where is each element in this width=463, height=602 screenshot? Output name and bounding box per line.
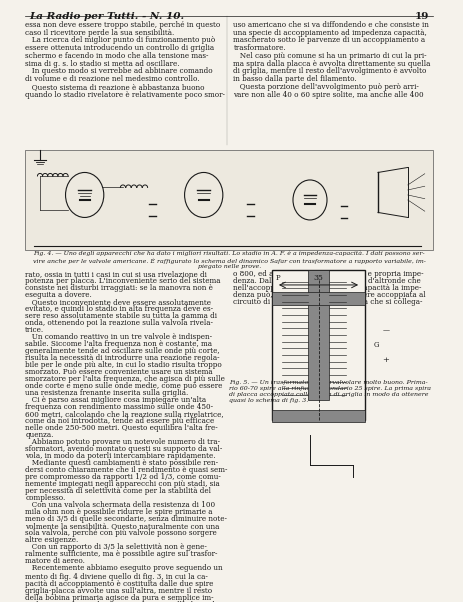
Text: o 800, ed allora costituisce una vera e propria impe-: o 800, ed allora costituisce una vera e … xyxy=(233,270,423,278)
Bar xyxy=(25,150,432,250)
Text: trasformatore.: trasformatore. xyxy=(233,44,286,52)
Text: Recentemente abbiamo eseguito prove seguendo un: Recentemente abbiamo eseguito prove segu… xyxy=(25,564,222,572)
Text: +: + xyxy=(382,356,388,364)
Text: circuito di griglia. In tal modo risulta che si collega-: circuito di griglia. In tal modo risulta… xyxy=(233,298,422,306)
Text: Questa porzione dell'avvolgimento può però arri-: Questa porzione dell'avvolgimento può pe… xyxy=(233,83,419,91)
Text: dersi conto chiaramente che il rendimento è quasi sem-: dersi conto chiaramente che il rendiment… xyxy=(25,466,227,474)
Bar xyxy=(307,270,328,400)
Text: di volume e di reazione nel medesimo controllo.: di volume e di reazione nel medesimo con… xyxy=(25,75,199,83)
Text: una resistenza frenante inserita sulla griglia.: una resistenza frenante inserita sulla g… xyxy=(25,389,188,397)
Text: di placca accoppiata colla prima di griglia in modo da ottenere: di placca accoppiata colla prima di grig… xyxy=(229,392,428,397)
Text: generalmente tende ad oscillare sulle onde più corte,: generalmente tende ad oscillare sulle on… xyxy=(25,347,219,355)
Text: griglia-placca avvolte una sull'altra, mentre il resto: griglia-placca avvolte una sull'altra, m… xyxy=(25,588,212,595)
Text: trice.: trice. xyxy=(25,326,44,334)
Text: sformatori, avendo montato questi su supporto da val-: sformatori, avendo montato questi su sup… xyxy=(25,445,222,453)
Text: essa non deve essere troppo stabile, perché in questo: essa non deve essere troppo stabile, per… xyxy=(25,21,220,29)
Text: piegato nelle prove.: piegato nelle prove. xyxy=(197,264,260,269)
Text: bile per le onde più alte, in cui lo stadio risulta troppo: bile per le onde più alte, in cui lo sta… xyxy=(25,361,221,369)
Text: smorzato. Può essere conveniente usare un sistema: smorzato. Può essere conveniente usare u… xyxy=(25,368,213,376)
Text: onda, ottenendo poi la reazione sulla valvola rivela-: onda, ottenendo poi la reazione sulla va… xyxy=(25,319,213,327)
Text: G: G xyxy=(373,341,378,349)
Text: uso americano che si va diffondendo e che consiste in: uso americano che si va diffondendo e ch… xyxy=(233,21,428,29)
Text: di griglia, mentre il resto dell'avvolgimento è avvolto: di griglia, mentre il resto dell'avvolgi… xyxy=(233,67,426,75)
Text: risulta la necessità di introdurre una reazione regola-: risulta la necessità di introdurre una r… xyxy=(25,354,219,362)
Text: 19: 19 xyxy=(414,13,428,22)
Text: sola valvola, perché con più valvole possono sorgere: sola valvola, perché con più valvole pos… xyxy=(25,529,216,537)
Text: potenza per placca. L'inconveniente serio del sistema: potenza per placca. L'inconveniente seri… xyxy=(25,277,220,285)
Bar xyxy=(271,410,364,423)
Text: P: P xyxy=(275,275,280,282)
Text: eseguita a dovere.: eseguita a dovere. xyxy=(25,291,92,299)
Text: altre esigenze.: altre esigenze. xyxy=(25,536,78,544)
Text: sabile. Siccome l'alta frequenza non è costante, ma: sabile. Siccome l'alta frequenza non è c… xyxy=(25,340,212,348)
Text: smorzatore per l'alta frequenza, che agisca di più sulle: smorzatore per l'alta frequenza, che agi… xyxy=(25,375,225,383)
Text: ma spira dalla placca è avvolta direttamente su quella: ma spira dalla placca è avvolta direttam… xyxy=(233,60,430,68)
Text: In questo modo si verrebbe ad abbinare comando: In questo modo si verrebbe ad abbinare c… xyxy=(25,67,213,75)
Text: nelle onde 250-500 metri. Questo equilibra l'alta fre-: nelle onde 250-500 metri. Questo equilib… xyxy=(25,424,218,432)
Text: schermo e facendo in modo che alla tensione mas-: schermo e facendo in modo che alla tensi… xyxy=(25,52,208,60)
Text: in basso dalla parte del filamento.: in basso dalla parte del filamento. xyxy=(233,75,357,83)
Text: una specie di accoppiamento ad impedenza capacità,: una specie di accoppiamento ad impedenza… xyxy=(233,29,426,37)
Text: come da noi introdotta, tende ad essere più efficace: come da noi introdotta, tende ad essere … xyxy=(25,417,214,425)
Text: 35: 35 xyxy=(313,275,323,282)
Text: caso il ricevitore perde la sua sensibilità.: caso il ricevitore perde la sua sensibil… xyxy=(25,29,174,37)
Text: Ci è parso assai migliore cosa impiegare un'alta: Ci è parso assai migliore cosa impiegare… xyxy=(25,396,206,404)
Text: vare non alle 40 o 60 spire solite, ma anche alle 400: vare non alle 40 o 60 spire solite, ma a… xyxy=(233,91,423,99)
Text: frequenza con rendimento massimo sulle onde 450-: frequenza con rendimento massimo sulle o… xyxy=(25,403,213,411)
Text: essere ottenuta introducendo un controllo di griglia: essere ottenuta introducendo un controll… xyxy=(25,44,214,52)
Text: Nel caso più comune si ha un primario di cui la pri-: Nel caso più comune si ha un primario di… xyxy=(233,52,426,60)
Text: vola, in modo da poterli intercambiare rapidamente.: vola, in modo da poterli intercambiare r… xyxy=(25,452,215,460)
Text: pacità di accoppiamento è costituita dalle due spire: pacità di accoppiamento è costituita dal… xyxy=(25,580,213,589)
Text: matore di aereo.: matore di aereo. xyxy=(25,557,85,565)
Text: La Radio per Tutti. - N. 10.: La Radio per Tutti. - N. 10. xyxy=(29,13,184,22)
Text: sere reso assolutamente stabile su tutta la gamma di: sere reso assolutamente stabile su tutta… xyxy=(25,312,217,320)
Text: mila ohm non è possibile ridurre le spire primarie a: mila ohm non è possibile ridurre le spir… xyxy=(25,508,212,516)
Text: Con una valvola schermata della resistenza di 100: Con una valvola schermata della resisten… xyxy=(25,501,215,509)
Text: Fig. 5. — Un trasformatore intervalvolare molto buono. Prima-: Fig. 5. — Un trasformatore intervalvolar… xyxy=(229,380,427,385)
Text: nell'accoppiamento ad impedenza capacità la impe-: nell'accoppiamento ad impedenza capacità… xyxy=(233,284,421,292)
Text: rio 60-70 spire alla rinfusa, secondario 25 spire. La prima spira: rio 60-70 spire alla rinfusa, secondario… xyxy=(229,386,430,391)
Text: Mediante questi cambiamenti è stato possibile ren-: Mediante questi cambiamenti è stato poss… xyxy=(25,459,218,467)
Text: quando lo stadio rivelatore è relativamente poco smor-: quando lo stadio rivelatore è relativame… xyxy=(25,91,225,99)
Text: Fig. 4. — Uno degli apparecchi che ha dato i migliori risultati. Lo stadio in A.: Fig. 4. — Uno degli apparecchi che ha da… xyxy=(33,251,424,256)
Text: complesso.: complesso. xyxy=(25,494,65,502)
Text: volmente la sensibilità. Questo naturalmente con una: volmente la sensibilità. Questo naturalm… xyxy=(25,522,219,530)
Text: quenza.: quenza. xyxy=(25,431,53,439)
Text: ralmente sufficiente, ma è possibile agire sul trasfor-: ralmente sufficiente, ma è possibile agi… xyxy=(25,550,217,558)
Bar xyxy=(271,270,364,420)
Text: mento di fig. 4 diviene quello di fig. 3, in cui la ca-: mento di fig. 4 diviene quello di fig. 3… xyxy=(25,573,207,582)
Text: sima di g. s. lo stadio si metta ad oscillare.: sima di g. s. lo stadio si metta ad osci… xyxy=(25,60,179,68)
Text: —: — xyxy=(382,326,388,334)
Text: pedenza, pur essendo accoppiata con quella di griglia.: pedenza, pur essendo accoppiata con quel… xyxy=(25,601,223,602)
Text: denza può, senza inconvenienti, essere accoppiata al: denza può, senza inconvenienti, essere a… xyxy=(233,291,425,299)
Text: Un comando reattivo in un tre valvole è indispen-: Un comando reattivo in un tre valvole è … xyxy=(25,333,212,341)
Text: meno di 3/5 di quelle secondarie, senza diminuire note-: meno di 3/5 di quelle secondarie, senza … xyxy=(25,515,227,523)
Text: 600 metri, calcolando che la reazione sulla rivelatrice,: 600 metri, calcolando che la reazione su… xyxy=(25,410,223,418)
Text: nemente impiegati negli apparecchi con più stadi, sia: nemente impiegati negli apparecchi con p… xyxy=(25,480,219,488)
Text: Con un rapporto di 3/5 la selettività non è gene-: Con un rapporto di 3/5 la selettività no… xyxy=(25,543,206,551)
Text: vire anche per le valvole americane. È raffigurato lo schema del dinamico Safar : vire anche per le valvole americane. È r… xyxy=(33,258,425,264)
Text: per necessità di selettività come per la stabilità del: per necessità di selettività come per la… xyxy=(25,487,211,495)
Text: mascherato sotto le parvenze di un accoppiamento a: mascherato sotto le parvenze di un accop… xyxy=(233,37,425,45)
Text: Questo sistema di reazione è abbastanza buono: Questo sistema di reazione è abbastanza … xyxy=(25,83,204,91)
Text: pre compromesso da rapporti 1/2 od 1/3, come comu-: pre compromesso da rapporti 1/2 od 1/3, … xyxy=(25,473,220,481)
Text: Questo inconveniente deve essere assolutamente: Questo inconveniente deve essere assolut… xyxy=(25,298,211,306)
Text: La ricerca del miglior punto di funzionamento può: La ricerca del miglior punto di funziona… xyxy=(25,37,215,45)
Text: quasi lo schema di fig. 3.: quasi lo schema di fig. 3. xyxy=(229,398,308,403)
Text: onde corte e meno sulle onde medie, come può essere: onde corte e meno sulle onde medie, come… xyxy=(25,382,222,390)
Bar xyxy=(271,293,364,305)
Text: consiste nei disturbi irraggiati: se la manovra non è: consiste nei disturbi irraggiati: se la … xyxy=(25,284,213,292)
Text: Abbiamo potuto provare un notevole numero di tra-: Abbiamo potuto provare un notevole numer… xyxy=(25,438,220,446)
Text: rato, ossia in tutti i casi in cui si usa rivelazione di: rato, ossia in tutti i casi in cui si us… xyxy=(25,270,206,278)
Text: evitato, e quindi lo stadio in alta frequenza deve es-: evitato, e quindi lo stadio in alta freq… xyxy=(25,305,213,313)
Text: denza. Dalle nostre prove è risultato d'altronde che: denza. Dalle nostre prove è risultato d'… xyxy=(233,277,420,285)
Text: della bobina primaria agisce da pura e semplice im-: della bobina primaria agisce da pura e s… xyxy=(25,594,213,602)
